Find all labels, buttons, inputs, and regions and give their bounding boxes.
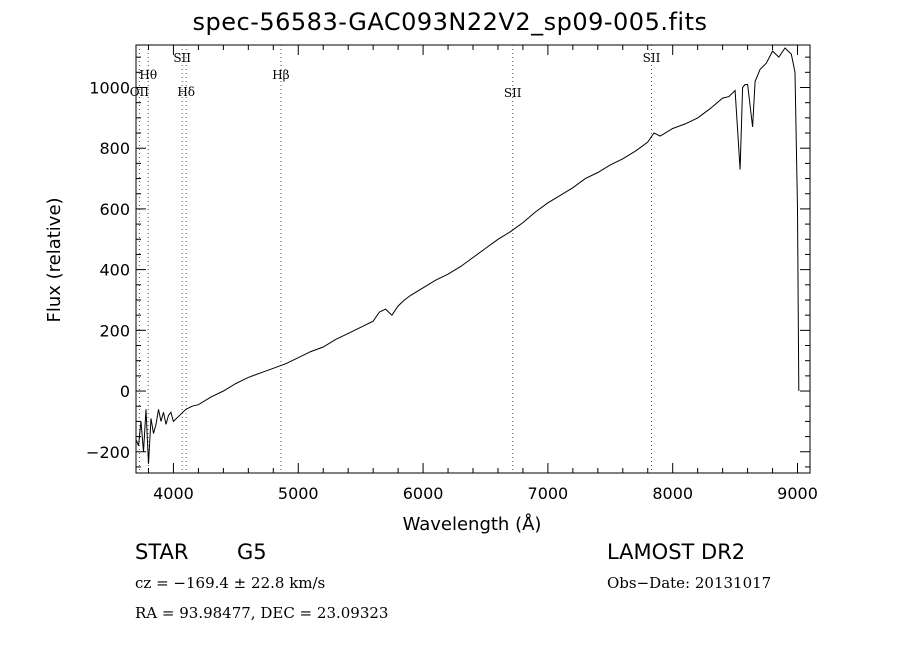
class-label: STAR [135,540,189,564]
x-tick-label: 7000 [528,484,569,503]
coordinates: RA = 93.98477, DEC = 23.09323 [135,604,389,622]
x-tick-label: 6000 [403,484,444,503]
survey-label: LAMOST DR2 [607,540,746,564]
y-axis-label: Flux (relative) [44,197,65,322]
line-marker-label: SII [504,86,522,100]
spectrum-line [135,47,800,464]
x-axis-label: Wavelength (Å) [403,513,542,535]
chart-title: spec-56583-GAC093N22V2_sp09-005.fits [192,8,708,36]
line-marker-label: Hθ [139,68,157,82]
line-marker-label: SII [173,51,191,65]
obs-date: Obs−Date: 20131017 [607,574,772,592]
y-tick-label: −200 [86,443,130,462]
line-marker-label: Hβ [272,68,289,82]
x-tick-label: 8000 [652,484,693,503]
line-marker-label: SII [643,51,661,65]
y-tick-label: 800 [99,139,130,158]
y-tick-label: 0 [120,382,130,401]
y-tick-label: 600 [99,200,130,219]
y-tick-label: 1000 [89,78,130,97]
subclass-label: G5 [237,540,267,564]
line-marker-label: OII [130,85,150,99]
x-tick-label: 5000 [278,484,319,503]
x-tick-label: 4000 [153,484,194,503]
cz-readout: cz = −169.4 ± 22.8 km/s [135,574,326,592]
x-tick-label: 9000 [777,484,818,503]
y-tick-label: 400 [99,261,130,280]
line-marker-label: Hδ [177,85,195,99]
y-tick-label: 200 [99,321,130,340]
